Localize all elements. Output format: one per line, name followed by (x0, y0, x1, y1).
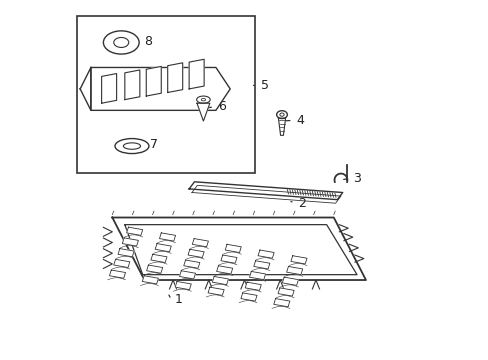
Text: 2: 2 (298, 197, 305, 210)
Polygon shape (80, 67, 91, 111)
Polygon shape (278, 288, 294, 296)
Polygon shape (114, 259, 130, 267)
Polygon shape (225, 244, 241, 252)
Polygon shape (102, 73, 116, 103)
Polygon shape (253, 261, 269, 269)
Polygon shape (146, 265, 163, 273)
Polygon shape (207, 287, 224, 296)
Text: 7: 7 (149, 139, 158, 152)
Polygon shape (112, 217, 365, 280)
Polygon shape (124, 70, 140, 100)
Ellipse shape (115, 139, 149, 154)
Text: 3: 3 (353, 172, 361, 185)
Polygon shape (282, 277, 298, 285)
Text: 5: 5 (260, 79, 268, 92)
Text: 6: 6 (217, 100, 225, 113)
Polygon shape (188, 249, 203, 257)
Polygon shape (142, 276, 158, 284)
Text: 1: 1 (175, 293, 183, 306)
Polygon shape (155, 244, 171, 252)
Polygon shape (109, 270, 125, 278)
Bar (77, 16, 255, 173)
Polygon shape (244, 282, 261, 291)
Ellipse shape (201, 98, 205, 101)
Ellipse shape (279, 113, 284, 116)
Polygon shape (159, 233, 175, 241)
Polygon shape (91, 67, 230, 111)
Polygon shape (126, 227, 142, 235)
Polygon shape (212, 276, 228, 285)
Polygon shape (197, 103, 209, 121)
Polygon shape (189, 182, 342, 200)
Polygon shape (249, 271, 265, 280)
Polygon shape (167, 63, 183, 93)
Polygon shape (286, 266, 302, 275)
Text: 8: 8 (144, 35, 152, 48)
Polygon shape (273, 298, 289, 307)
Polygon shape (192, 239, 208, 247)
Polygon shape (189, 59, 203, 89)
Polygon shape (278, 118, 285, 135)
Polygon shape (290, 256, 306, 264)
Ellipse shape (103, 31, 139, 54)
Polygon shape (146, 66, 161, 96)
Ellipse shape (123, 143, 140, 149)
Polygon shape (118, 249, 134, 257)
Polygon shape (122, 238, 138, 246)
Polygon shape (216, 266, 232, 274)
Polygon shape (221, 255, 237, 263)
Polygon shape (183, 260, 200, 268)
Polygon shape (241, 293, 257, 301)
Ellipse shape (114, 37, 128, 48)
Text: 4: 4 (296, 114, 304, 127)
Ellipse shape (196, 96, 210, 103)
Polygon shape (175, 282, 191, 290)
Polygon shape (151, 254, 166, 262)
Polygon shape (179, 271, 195, 279)
Polygon shape (258, 250, 274, 258)
Ellipse shape (276, 111, 287, 118)
